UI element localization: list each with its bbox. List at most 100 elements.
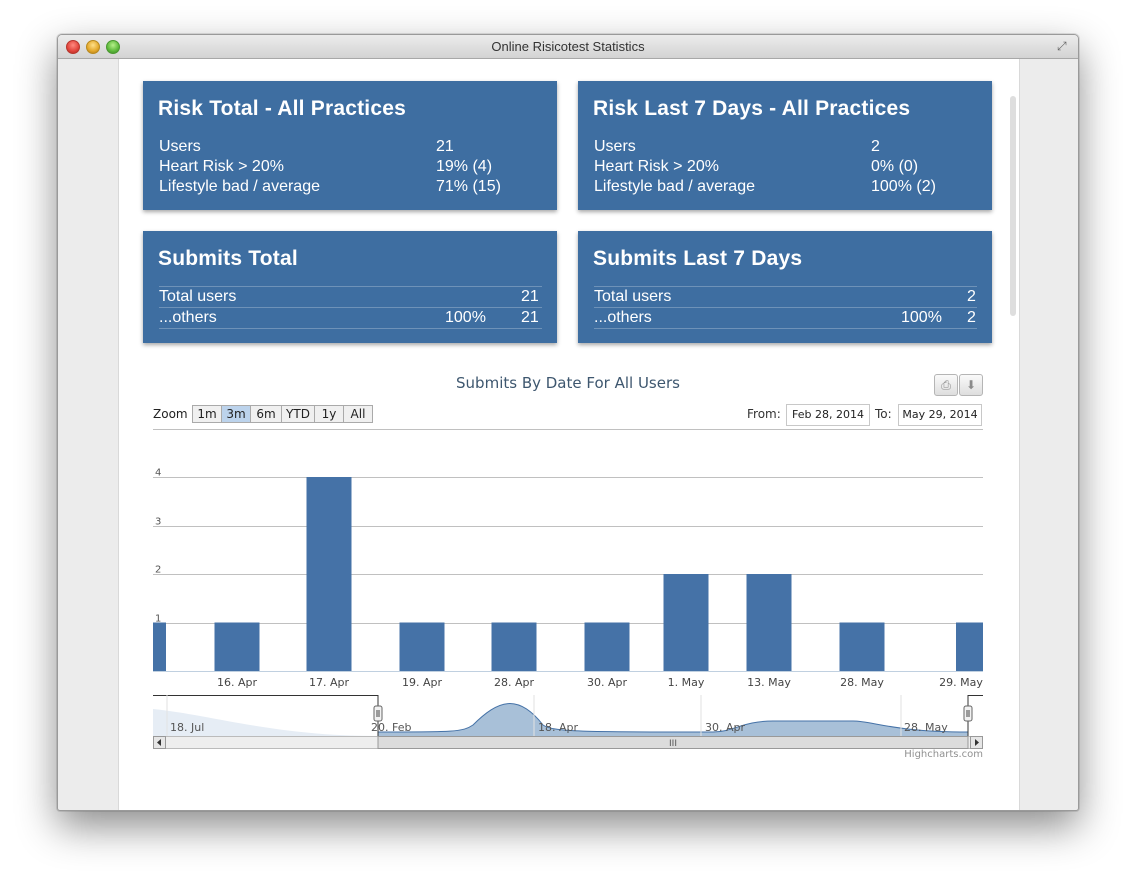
chart-scrollbar[interactable]: III bbox=[153, 736, 983, 750]
print-icon: ⎙ bbox=[941, 378, 951, 392]
divider bbox=[159, 307, 542, 308]
bar[interactable] bbox=[153, 622, 166, 672]
x-tick-label: 16. Apr bbox=[217, 676, 257, 689]
x-tick-label: 28. May bbox=[840, 676, 884, 689]
panel-title: Risk Total - All Practices bbox=[158, 97, 406, 120]
row-value: 2 bbox=[967, 309, 976, 326]
x-tick-label: 17. Apr bbox=[309, 676, 349, 689]
scrollbar-thumb[interactable] bbox=[377, 736, 969, 749]
row-percent: 100% bbox=[901, 309, 942, 326]
bar[interactable] bbox=[306, 477, 352, 671]
from-date-input[interactable]: Feb 28, 2014 bbox=[786, 404, 870, 426]
bar[interactable] bbox=[399, 622, 445, 672]
row-value: 21 bbox=[436, 138, 454, 155]
risk-total-panel: Risk Total - All Practices Users 21 Hear… bbox=[143, 81, 557, 210]
bar[interactable] bbox=[746, 574, 792, 671]
scrollbar[interactable] bbox=[1010, 96, 1016, 316]
divider bbox=[594, 286, 977, 287]
row-label: ...others bbox=[159, 309, 217, 326]
divider bbox=[159, 286, 542, 287]
panel-title: Risk Last 7 Days - All Practices bbox=[593, 97, 911, 120]
to-label: To: bbox=[875, 407, 892, 421]
zoom-window-button[interactable] bbox=[106, 40, 120, 54]
row-value: 21 bbox=[521, 288, 539, 305]
y-tick-label: 4 bbox=[155, 468, 161, 479]
x-tick-label: 29. May bbox=[939, 676, 983, 689]
row-label: Users bbox=[159, 138, 201, 155]
row-value: 100% (2) bbox=[871, 178, 936, 195]
row-value: 0% (0) bbox=[871, 158, 919, 175]
bar[interactable] bbox=[491, 622, 537, 672]
navigator-label: 20. Feb bbox=[371, 721, 411, 734]
navigator-series bbox=[377, 703, 969, 738]
chart-title: Submits By Date For All Users bbox=[456, 374, 680, 392]
bar[interactable] bbox=[839, 622, 885, 672]
navigator-handle-right[interactable] bbox=[963, 705, 973, 722]
zoom-all-button[interactable]: All bbox=[343, 405, 373, 423]
to-date-input[interactable]: May 29, 2014 bbox=[898, 404, 982, 426]
row-label: Heart Risk > 20% bbox=[159, 158, 284, 175]
y-tick-label: 1 bbox=[155, 614, 161, 625]
title-bar: Online Risicotest Statistics ⤢ bbox=[58, 35, 1078, 59]
fullscreen-icon[interactable]: ⤢ bbox=[1057, 39, 1067, 53]
zoom-ytd-button[interactable]: YTD bbox=[281, 405, 315, 423]
bar[interactable] bbox=[956, 622, 983, 672]
y-tick-label: 3 bbox=[155, 517, 161, 528]
row-label: Heart Risk > 20% bbox=[594, 158, 719, 175]
row-value: 71% (15) bbox=[436, 178, 501, 195]
navigator-series-left bbox=[153, 709, 378, 737]
panel-title: Submits Last 7 Days bbox=[593, 247, 803, 270]
submits-chart: Submits By Date For All Users ⎙ ⬇ Zoom 1… bbox=[153, 360, 983, 770]
bar[interactable] bbox=[214, 622, 260, 672]
navigator-handle-left[interactable] bbox=[373, 705, 383, 722]
from-label: From: bbox=[747, 407, 781, 421]
x-tick-label: 19. Apr bbox=[402, 676, 442, 689]
zoom-1y-button[interactable]: 1y bbox=[314, 405, 344, 423]
x-tick-label: 13. May bbox=[747, 676, 791, 689]
navigator-label: 18. Jul bbox=[170, 721, 204, 734]
highcharts-credits[interactable]: Highcharts.com bbox=[904, 749, 983, 760]
zoom-1m-button[interactable]: 1m bbox=[192, 405, 222, 423]
row-value: 21 bbox=[521, 309, 539, 326]
row-label: Total users bbox=[594, 288, 672, 305]
x-tick-label: 28. Apr bbox=[494, 676, 534, 689]
plot-area: 16. Apr 17. Apr 19. Apr 28. Apr 30. Apr 1. Ma… bbox=[153, 429, 983, 750]
navigator-label: 28. May bbox=[904, 721, 948, 734]
scrollbar-grip-icon: III bbox=[669, 739, 677, 749]
close-button[interactable] bbox=[66, 40, 80, 54]
print-button[interactable]: ⎙ bbox=[934, 374, 958, 396]
divider bbox=[594, 307, 977, 308]
row-label: Total users bbox=[159, 288, 237, 305]
navigator-label: 18. Apr bbox=[538, 721, 578, 734]
arrow-right-icon bbox=[975, 739, 979, 746]
minimize-button[interactable] bbox=[86, 40, 100, 54]
zoom-3m-button[interactable]: 3m bbox=[221, 405, 251, 423]
download-icon: ⬇ bbox=[965, 378, 977, 392]
risk-7days-panel: Risk Last 7 Days - All Practices Users 2… bbox=[578, 81, 992, 210]
window-title: Online Risicotest Statistics bbox=[491, 39, 645, 54]
row-label: Lifestyle bad / average bbox=[159, 178, 320, 195]
row-label: Users bbox=[594, 138, 636, 155]
bar[interactable] bbox=[584, 622, 630, 672]
divider bbox=[159, 328, 542, 329]
navigator-label: 30. Apr bbox=[705, 721, 745, 734]
submits-7days-panel: Submits Last 7 Days Total users 2 ...oth… bbox=[578, 231, 992, 343]
export-button[interactable]: ⬇ bbox=[959, 374, 983, 396]
panel-title: Submits Total bbox=[158, 247, 298, 270]
y-tick-label: 2 bbox=[155, 565, 161, 576]
row-label: Lifestyle bad / average bbox=[594, 178, 755, 195]
x-tick-label: 30. Apr bbox=[587, 676, 627, 689]
row-value: 19% (4) bbox=[436, 158, 493, 175]
row-percent: 100% bbox=[445, 309, 486, 326]
bar[interactable] bbox=[663, 574, 709, 671]
navigator[interactable]: 18. Jul 20. Feb 18. Apr 30. Apr 28. May bbox=[153, 695, 983, 738]
submits-total-panel: Submits Total Total users 21 ...others 1… bbox=[143, 231, 557, 343]
zoom-label: Zoom bbox=[153, 407, 188, 421]
arrow-left-icon bbox=[157, 739, 161, 746]
zoom-6m-button[interactable]: 6m bbox=[250, 405, 282, 423]
row-value: 2 bbox=[967, 288, 976, 305]
row-label: ...others bbox=[594, 309, 652, 326]
divider bbox=[594, 328, 977, 329]
row-value: 2 bbox=[871, 138, 880, 155]
x-tick-label: 1. May bbox=[668, 676, 705, 689]
